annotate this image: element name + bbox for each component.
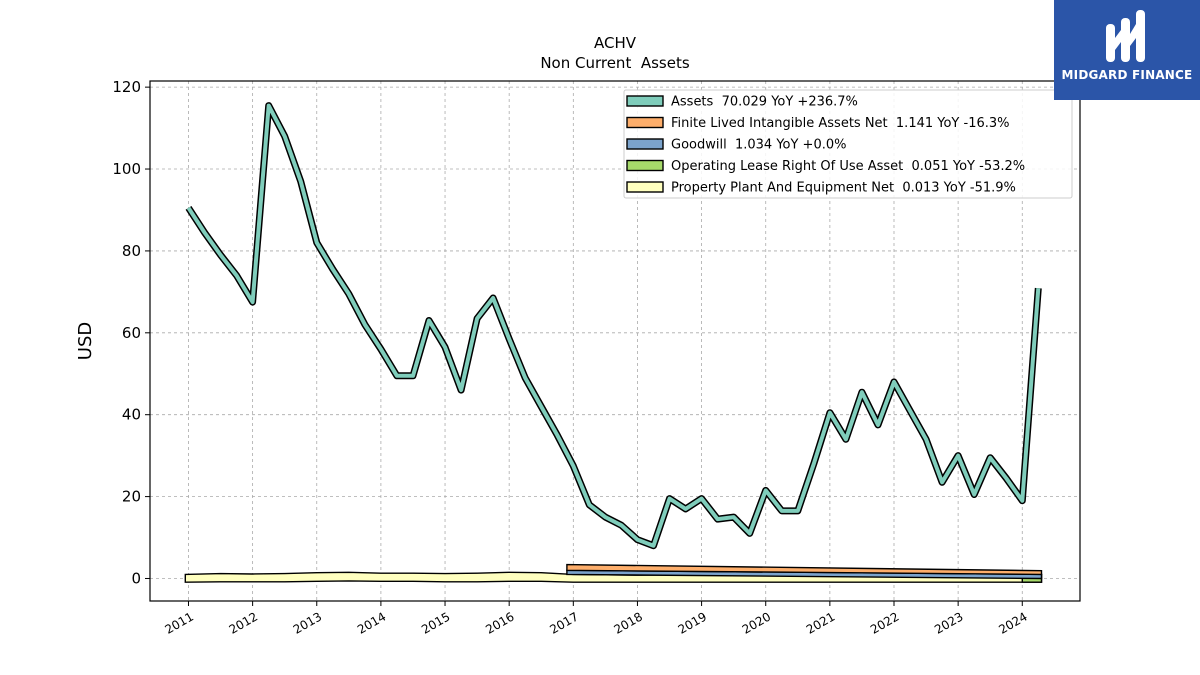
legend-label: Goodwill 1.034 YoY +0.0%: [671, 138, 846, 153]
logo-text: MIDGARD FINANCE: [1061, 68, 1193, 82]
area-finite-lived-intangible-assets-net: [566, 563, 1043, 576]
midgard-logo: MIDGARD FINANCE: [1054, 0, 1200, 100]
x-tick-label: 2018: [611, 609, 644, 636]
legend-label: Operating Lease Right Of Use Asset 0.051…: [671, 159, 1025, 174]
x-tick-label: 2019: [676, 609, 709, 636]
x-tick-label: 2017: [547, 609, 580, 636]
x-tick-label: 2014: [355, 609, 388, 636]
legend-label: Assets 70.029 YoY +236.7%: [671, 95, 858, 110]
legend-label: Finite Lived Intangible Assets Net 1.141…: [671, 116, 1010, 131]
legend-swatch: [626, 181, 664, 193]
x-tick-label: 2013: [291, 609, 324, 636]
x-axis: 2011 2012 2013 2014 2015 2016 2017 2018 2019 2020…: [163, 601, 1030, 637]
y-tick-label: 60: [122, 324, 141, 342]
x-tick-label: 2020: [740, 609, 773, 636]
x-tick-label: 2015: [419, 609, 452, 636]
y-tick-label: 40: [122, 406, 141, 424]
y-tick-label: 0: [131, 569, 141, 587]
legend-label: Property Plant And Equipment Net 0.013 Y…: [671, 181, 1016, 196]
legend: Assets 70.029 YoY +236.7% Finite Lived In…: [623, 89, 1073, 199]
legend-swatch: [626, 159, 664, 172]
series-lines: [185, 102, 1042, 550]
y-tick-label: 80: [122, 242, 141, 260]
chart-title: ACHV: [594, 34, 637, 52]
y-axis: 0 20 40 60 80 100 120: [112, 78, 150, 587]
x-tick-label: 2022: [868, 609, 901, 636]
x-tick-label: 2023: [932, 609, 965, 636]
legend-box: [623, 89, 1073, 199]
x-tick-label: 2024: [996, 609, 1029, 636]
y-axis-label: USD: [75, 322, 96, 360]
plot-frame: [149, 80, 1081, 602]
x-tick-label: 2011: [163, 609, 196, 636]
y-tick-label: 120: [112, 78, 141, 96]
stacked-areas: [184, 563, 1043, 583]
legend-swatch: [626, 138, 664, 150]
series-line-assets: [186, 103, 1041, 548]
x-tick-label: 2012: [227, 609, 260, 636]
y-tick-label: 20: [122, 488, 141, 506]
chart-subtitle: Non Current Assets: [540, 54, 690, 72]
midgard-logo-icon: [1106, 10, 1145, 62]
legend-swatch: [626, 95, 664, 107]
y-tick-label: 100: [112, 160, 141, 178]
x-tick-label: 2016: [483, 609, 516, 636]
legend-swatch: [626, 116, 664, 129]
x-tick-label: 2021: [804, 609, 837, 636]
